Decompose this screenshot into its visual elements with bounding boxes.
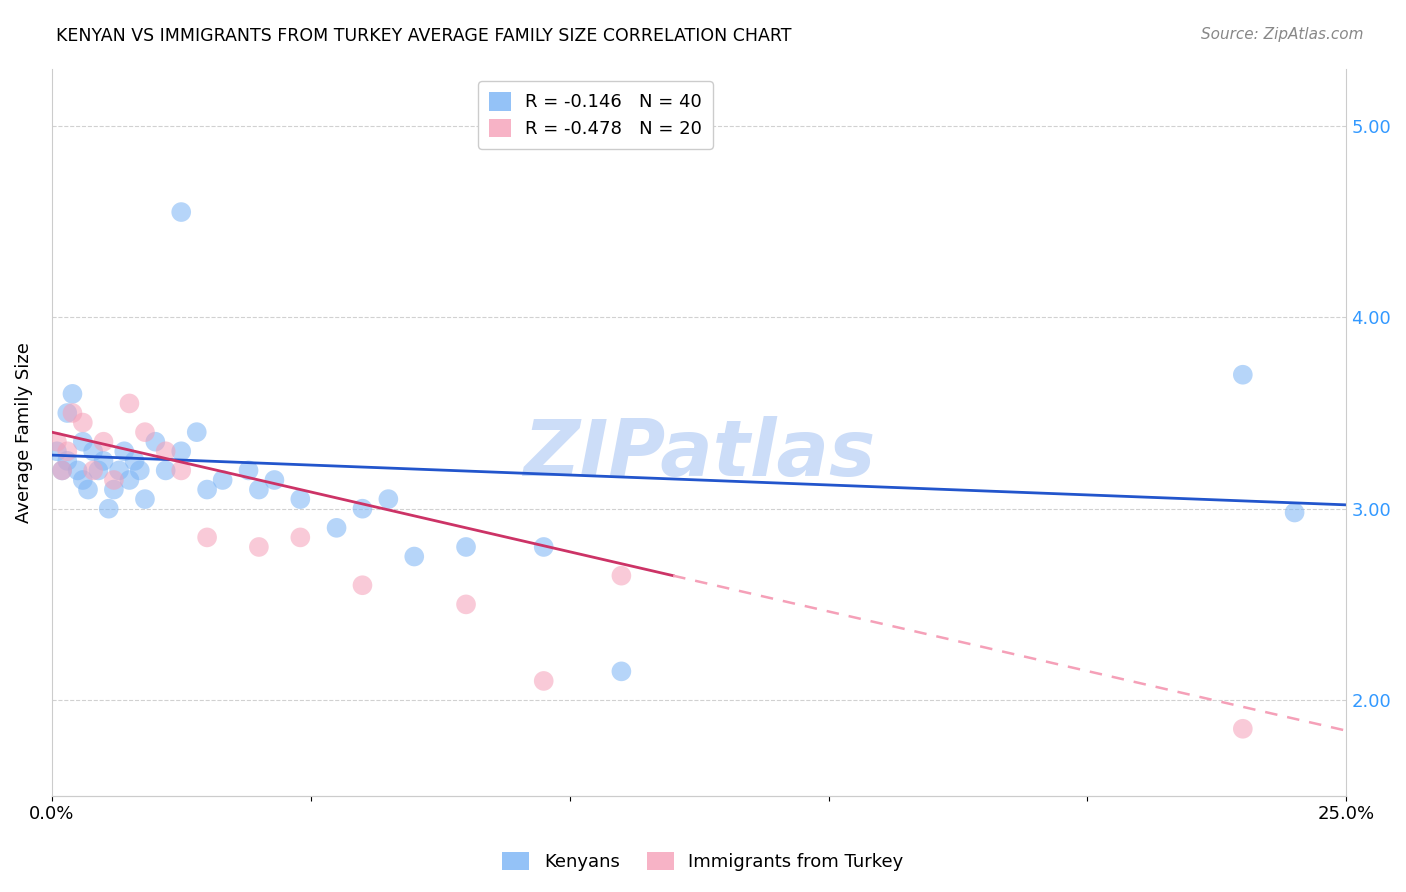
Point [56,406,79,420]
Point [124,454,146,468]
Point [610,665,633,679]
Point [263,473,285,487]
Point [352,501,374,516]
Legend: Kenyans, Immigrants from Turkey: Kenyans, Immigrants from Turkey [495,845,911,879]
Point [170,463,193,477]
Point [143,434,166,449]
Text: Source: ZipAtlas.com: Source: ZipAtlas.com [1201,27,1364,42]
Point [155,463,177,477]
Point [134,425,156,439]
Point [45,434,67,449]
Point [45,444,67,458]
Point [97,501,120,516]
Point [1284,506,1306,520]
Point [93,434,115,449]
Point [195,530,218,544]
Point [87,463,110,477]
Point [290,492,312,507]
Point [186,425,208,439]
Point [170,205,193,219]
Legend: R = -0.146   N = 40, R = -0.478   N = 20: R = -0.146 N = 40, R = -0.478 N = 20 [478,81,713,149]
Point [62,387,84,401]
Point [82,463,104,477]
Point [170,444,193,458]
Point [56,454,79,468]
Point [112,444,135,458]
Point [238,463,260,477]
Point [93,454,115,468]
Point [77,483,100,497]
Point [72,434,94,449]
Point [51,463,73,477]
Point [103,483,125,497]
Point [1232,368,1254,382]
Point [1232,722,1254,736]
Point [195,483,218,497]
Point [51,463,73,477]
Point [155,444,177,458]
Point [454,540,477,554]
Point [118,473,141,487]
Point [533,673,555,688]
Point [211,473,233,487]
Point [290,530,312,544]
Point [533,540,555,554]
Point [247,483,270,497]
Point [454,598,477,612]
Text: ZIPatlas: ZIPatlas [523,416,875,492]
Point [108,463,131,477]
Y-axis label: Average Family Size: Average Family Size [15,342,32,523]
Point [56,444,79,458]
Point [72,473,94,487]
Point [128,463,150,477]
Text: KENYAN VS IMMIGRANTS FROM TURKEY AVERAGE FAMILY SIZE CORRELATION CHART: KENYAN VS IMMIGRANTS FROM TURKEY AVERAGE… [56,27,792,45]
Point [66,463,89,477]
Point [134,492,156,507]
Point [103,473,125,487]
Point [118,396,141,410]
Point [72,416,94,430]
Point [325,521,347,535]
Point [377,492,399,507]
Point [404,549,426,564]
Point [352,578,374,592]
Point [610,568,633,582]
Point [247,540,270,554]
Point [82,444,104,458]
Point [62,406,84,420]
